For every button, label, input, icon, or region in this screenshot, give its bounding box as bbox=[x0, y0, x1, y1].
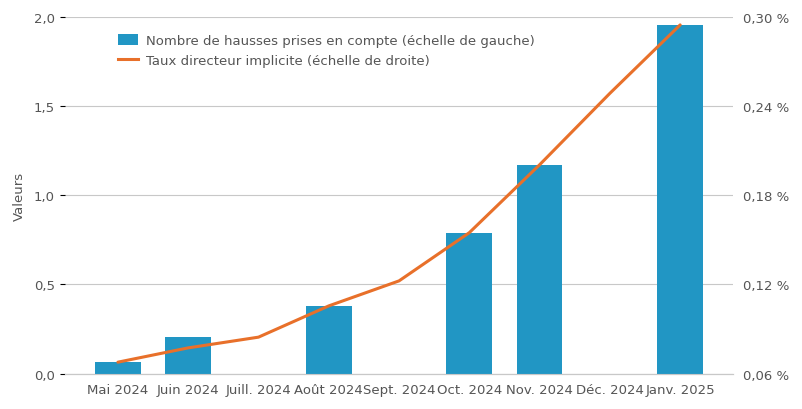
Bar bbox=[447, 233, 492, 374]
Bar bbox=[516, 165, 562, 374]
Bar bbox=[95, 362, 141, 374]
Bar bbox=[306, 306, 351, 374]
Legend: Nombre de hausses prises en compte (échelle de gauche), Taux directeur implicite: Nombre de hausses prises en compte (éche… bbox=[118, 35, 535, 68]
Y-axis label: Valeurs: Valeurs bbox=[13, 171, 26, 220]
Bar bbox=[658, 26, 703, 374]
Bar bbox=[165, 337, 211, 374]
